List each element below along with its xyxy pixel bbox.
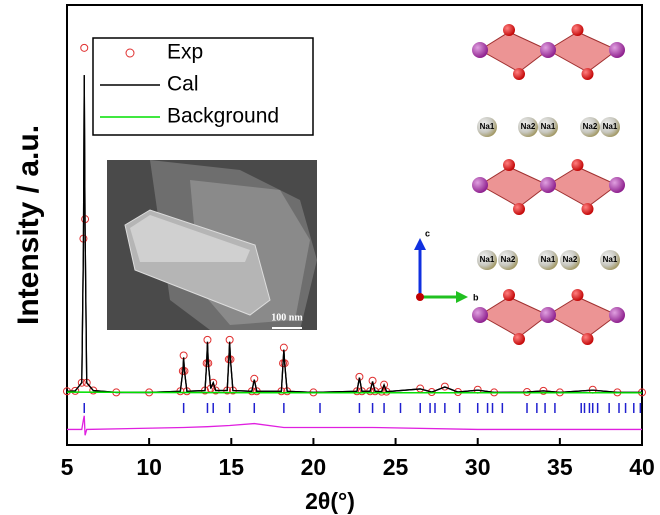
legend-label: Cal xyxy=(167,73,199,96)
p-atom xyxy=(540,42,556,58)
axis-label: c xyxy=(425,228,430,238)
axis-origin xyxy=(416,293,424,301)
o-atom xyxy=(582,333,594,345)
p-atom xyxy=(609,307,625,323)
legend-label: Exp xyxy=(167,41,203,64)
o-atom xyxy=(582,68,594,80)
legend: Exp Cal Background xyxy=(93,38,313,135)
o-atom xyxy=(503,289,515,301)
series-line xyxy=(67,416,642,435)
chart: Intensity / a.u. 2θ(°) 100 nm c b Na1 Na2… xyxy=(0,0,660,515)
atom-label: Na1 xyxy=(541,122,556,131)
x-tick-label: 10 xyxy=(136,454,162,480)
p-atom xyxy=(609,42,625,58)
p-atom xyxy=(609,177,625,193)
x-tick-label: 15 xyxy=(218,454,244,480)
o-atom xyxy=(582,203,594,215)
o-atom xyxy=(572,289,584,301)
p-atom xyxy=(540,177,556,193)
atom-label: Na1 xyxy=(603,255,618,264)
atom-label: Na2 xyxy=(501,255,516,264)
axis-arrowhead xyxy=(456,291,468,303)
legend-label: Background xyxy=(167,105,279,128)
p-atom xyxy=(472,177,488,193)
o-atom xyxy=(513,203,525,215)
polyhedron xyxy=(548,32,617,72)
p-atom xyxy=(472,42,488,58)
exp-point xyxy=(81,44,88,51)
atom-label: Na1 xyxy=(541,255,556,264)
o-atom xyxy=(572,24,584,36)
x-tick-label: 5 xyxy=(61,454,74,480)
x-axis-title: 2θ(°) xyxy=(305,488,355,514)
atom-label: Na1 xyxy=(480,255,495,264)
y-axis-title: Intensity / a.u. xyxy=(12,125,45,325)
o-atom xyxy=(503,159,515,171)
x-tick-label: 20 xyxy=(301,454,327,480)
x-tick-label: 40 xyxy=(629,454,655,480)
axis-arrowhead xyxy=(414,238,426,250)
x-tick-label: 25 xyxy=(383,454,409,480)
polyhedron xyxy=(548,167,617,207)
o-atom xyxy=(503,24,515,36)
polyhedron xyxy=(480,297,548,337)
atom-label: Na1 xyxy=(480,122,495,131)
atom-label: Na2 xyxy=(521,122,536,131)
axis-label: b xyxy=(473,292,479,302)
atom-label: Na1 xyxy=(603,122,618,131)
structure-inset: c b Na1 Na2 Na1 Na2 Na1 Na1 Na2 Na1 Na2 Na1 xyxy=(414,24,625,345)
sem-inset: 100 nm xyxy=(107,160,317,330)
x-tick-label: 30 xyxy=(465,454,491,480)
atom-label: Na2 xyxy=(583,122,598,131)
polyhedron xyxy=(548,297,617,337)
polyhedron xyxy=(480,32,548,72)
p-atom xyxy=(472,307,488,323)
o-atom xyxy=(513,333,525,345)
polyhedron xyxy=(480,167,548,207)
o-atom xyxy=(513,68,525,80)
atom-label: Na2 xyxy=(563,255,578,264)
p-atom xyxy=(540,307,556,323)
x-tick-label: 35 xyxy=(547,454,573,480)
scale-bar-label: 100 nm xyxy=(271,312,303,323)
o-atom xyxy=(572,159,584,171)
